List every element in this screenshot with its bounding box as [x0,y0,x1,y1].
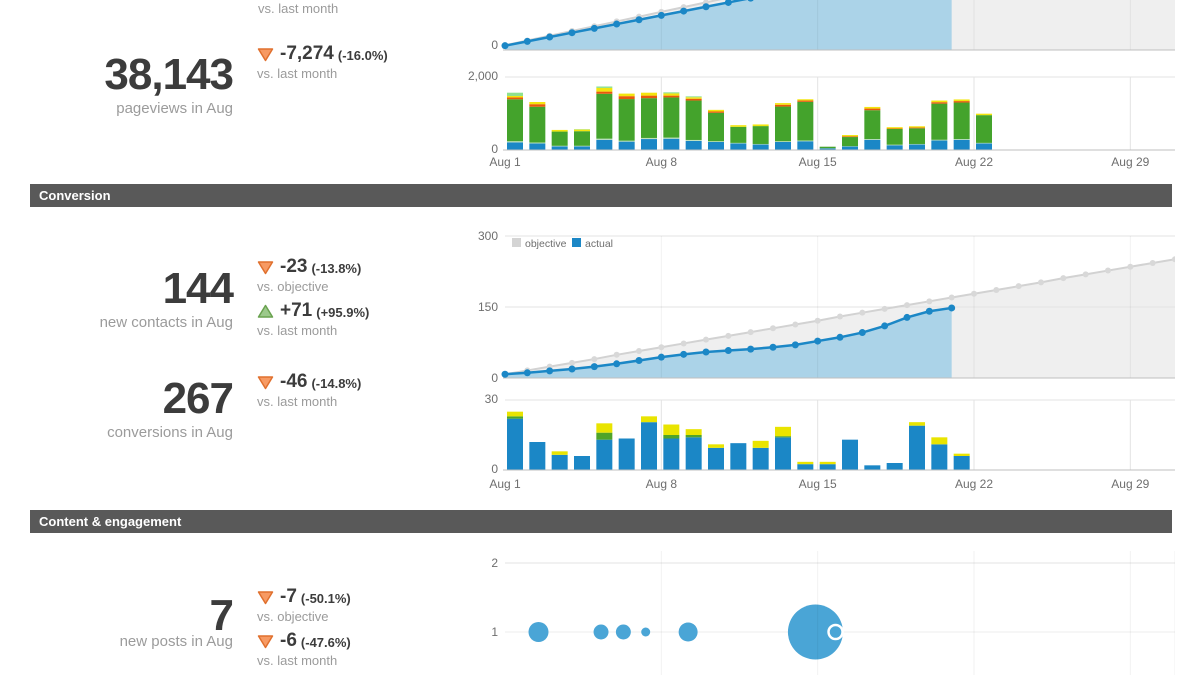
pageviews-deltas: -7,274 (-16.0%) vs. last month [257,42,388,86]
delta-percent: (-50.1%) [300,591,351,606]
posts-delta-row: -7 (-50.1%) [257,585,351,609]
svg-text:0: 0 [491,462,498,476]
svg-text:objective: objective [525,238,567,250]
delta-percent: (-16.0%) [337,48,388,63]
svg-text:0: 0 [491,142,498,156]
svg-text:2: 2 [491,556,498,570]
new-contacts-deltas: -23 (-13.8%) vs. objective +71 (+95.9%) … [257,255,369,343]
delta-vs-label: vs. last month [257,66,338,81]
conversions-delta-row: -46 (-14.8%) [257,370,361,394]
contacts-delta-row: -23 (-13.8%) [257,255,369,279]
svg-text:300: 300 [478,230,498,243]
triangle-down-icon [257,634,274,649]
new-posts-label: new posts in Aug [119,633,233,650]
new-contacts-value: 144 [162,264,234,313]
posts-bubble-chart: 21 [491,551,1175,675]
posts-delta-row: -6 (-47.6%) [257,629,351,653]
delta-value: -23 [280,256,308,277]
new-posts-value: 7 [209,591,234,640]
svg-text:0: 0 [491,38,498,52]
delta-percent: (-47.6%) [300,635,351,650]
delta-value: -6 [280,630,297,651]
svg-text:Aug 15: Aug 15 [799,155,837,169]
delta-value: +71 [280,300,313,321]
section-header-conversion: Conversion [30,184,1172,207]
delta-value: -7,274 [280,43,334,64]
triangle-down-icon [257,260,274,275]
svg-text:Aug 8: Aug 8 [646,477,678,491]
section-header-content-engagement: Content & engagement [30,510,1172,533]
conversions-label: conversions in Aug [107,424,233,441]
new-contacts-label: new contacts in Aug [99,314,233,331]
triangle-down-icon [257,590,274,605]
contacts-cumulative-chart: 300 150 0 objective actual [478,230,1175,385]
triangle-down-icon [257,375,274,390]
delta-vs-label: vs. objective [257,609,329,624]
triangle-down-icon [257,47,274,62]
pageviews-value: 38,143 [104,50,234,99]
svg-text:Aug 29: Aug 29 [1111,477,1149,491]
svg-text:Aug 22: Aug 22 [955,155,993,169]
delta-value: -7 [280,586,297,607]
svg-text:Aug 1: Aug 1 [489,477,521,491]
delta-value: -46 [280,371,308,392]
svg-text:0: 0 [491,371,498,385]
triangle-up-icon [257,304,274,319]
previous-metric-vs-label: vs. last month [258,1,339,16]
delta-vs-label: vs. last month [257,394,338,409]
svg-text:Aug 1: Aug 1 [489,155,521,169]
delta-vs-label: vs. last month [257,323,338,338]
delta-vs-label: vs. objective [257,279,329,294]
svg-text:2,000: 2,000 [468,69,498,83]
delta-percent: (-13.8%) [311,261,362,276]
conversions-value: 267 [162,374,234,423]
svg-text:actual: actual [585,238,613,250]
svg-text:Aug 29: Aug 29 [1111,155,1149,169]
delta-percent: (+95.9%) [316,305,370,320]
svg-text:Aug 15: Aug 15 [799,477,837,491]
delta-percent: (-14.8%) [311,376,362,391]
pageviews-delta-row: -7,274 (-16.0%) [257,42,388,66]
pageviews-cumulative-chart: 0 [491,0,1175,52]
svg-text:30: 30 [485,392,499,406]
svg-text:150: 150 [478,300,498,314]
conversions-deltas: -46 (-14.8%) vs. last month [257,370,361,414]
svg-text:1: 1 [491,625,498,639]
delta-vs-label: vs. last month [257,653,338,668]
contacts-delta-row: +71 (+95.9%) [257,299,369,323]
svg-text:Aug 8: Aug 8 [646,155,678,169]
svg-text:Aug 22: Aug 22 [955,477,993,491]
new-posts-deltas: -7 (-50.1%) vs. objective -6 (-47.6%) vs… [257,585,351,673]
pageviews-label: pageviews in Aug [116,100,233,117]
